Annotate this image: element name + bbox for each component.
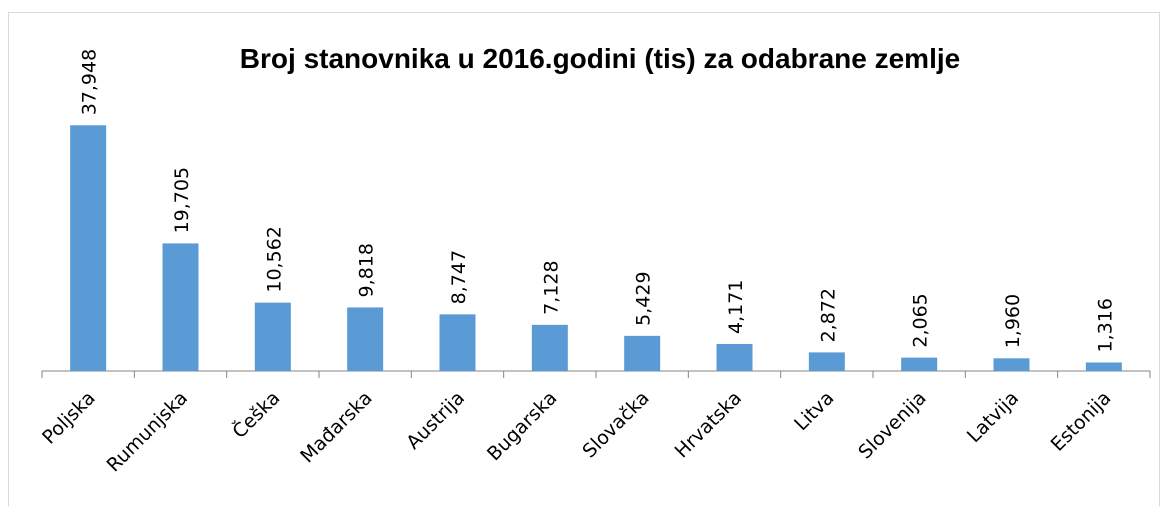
data-label: 19,705 bbox=[171, 167, 193, 233]
bar bbox=[70, 125, 107, 371]
data-label: 8,747 bbox=[448, 250, 470, 304]
bar bbox=[716, 343, 753, 371]
chart-title: Broj stanovnika u 2016.godini (tis) za o… bbox=[240, 43, 960, 74]
bar bbox=[624, 335, 661, 371]
data-label: 5,429 bbox=[633, 271, 655, 325]
bar bbox=[1085, 362, 1122, 371]
data-label: 1,316 bbox=[1094, 298, 1116, 352]
bar bbox=[254, 302, 291, 371]
data-label: 2,872 bbox=[817, 288, 839, 342]
data-label: 4,171 bbox=[725, 280, 747, 334]
data-label: 9,818 bbox=[356, 243, 378, 297]
data-label: 2,065 bbox=[910, 293, 932, 347]
bar bbox=[162, 243, 199, 371]
bar bbox=[993, 358, 1030, 371]
bar bbox=[901, 357, 938, 371]
data-label: 10,562 bbox=[263, 226, 285, 292]
bar bbox=[439, 314, 476, 371]
bar bbox=[531, 324, 568, 371]
data-label: 37,948 bbox=[79, 49, 101, 115]
bar bbox=[808, 352, 845, 371]
data-label: 1,960 bbox=[1002, 294, 1024, 348]
data-label: 7,128 bbox=[540, 260, 562, 314]
bar bbox=[347, 307, 384, 371]
chart-frame bbox=[8, 12, 1160, 506]
